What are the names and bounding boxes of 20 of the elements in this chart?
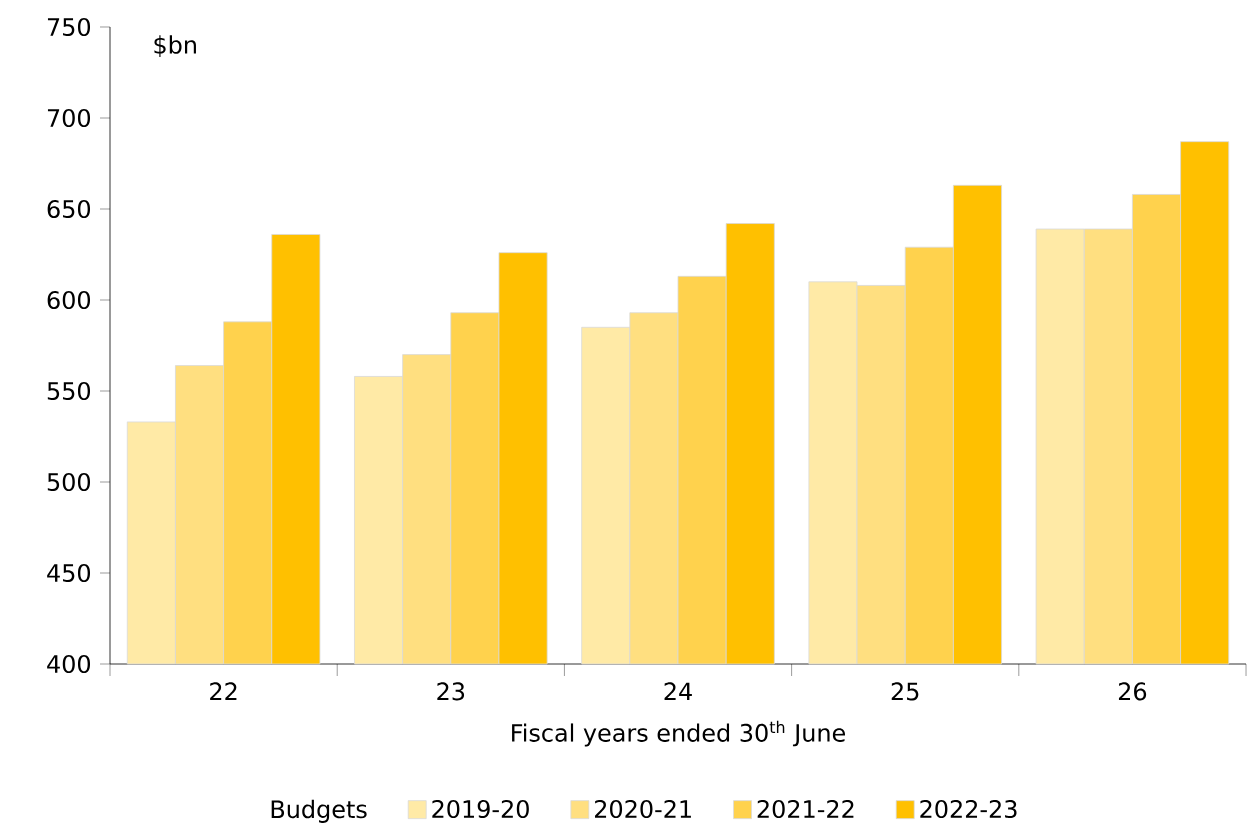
x-axis-title: Fiscal years ended 30$^{th}$ June — [512, 720, 846, 747]
x-tick-label: 24 — [664, 682, 692, 701]
y-axis-title: $bn — [154, 35, 196, 58]
y-tick-label: 450 — [47, 563, 91, 583]
y-tick-label: 500 — [47, 472, 91, 492]
legend-title: Budgets — [271, 799, 367, 823]
y-tick-label: 550 — [47, 381, 91, 401]
x-tick-label: 23 — [437, 682, 465, 701]
y-tick-label: 400 — [47, 654, 91, 674]
x-tick-label: 25 — [891, 682, 919, 701]
x-tick-label: 26 — [1118, 682, 1147, 701]
legend-label: 2019-20 — [432, 799, 529, 819]
legend-label: 2020-21 — [595, 799, 691, 819]
y-tick-label: 700 — [47, 108, 91, 128]
legend-label: 2022-23 — [920, 799, 1017, 819]
y-tick-label: 650 — [47, 199, 91, 219]
y-tick-label: 750 — [47, 17, 91, 37]
x-tick-label: 22 — [210, 682, 237, 701]
legend-label: 2021-22 — [757, 799, 854, 819]
y-tick-label: 600 — [47, 290, 91, 310]
